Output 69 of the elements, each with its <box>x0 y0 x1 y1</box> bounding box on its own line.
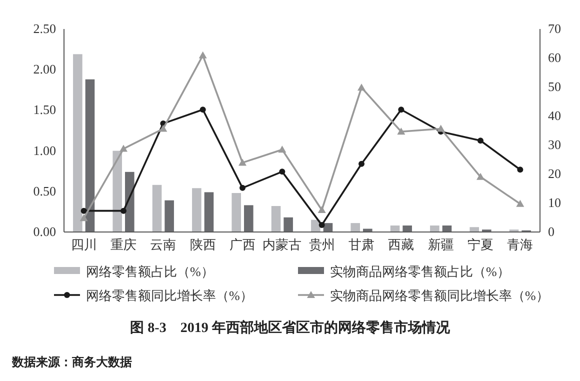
bar <box>85 79 95 232</box>
bar <box>73 54 82 232</box>
y-tick-label: 0.50 <box>33 183 56 198</box>
y2-tick-label: 0 <box>548 224 554 239</box>
point <box>398 106 404 113</box>
point <box>279 168 286 175</box>
bar <box>402 226 412 232</box>
y2-tick-label: 60 <box>548 50 561 65</box>
x-tick-label: 重庆 <box>110 237 136 252</box>
point <box>436 124 445 132</box>
bar <box>284 217 293 232</box>
bar <box>152 184 162 232</box>
bar <box>350 223 360 232</box>
point <box>278 146 286 153</box>
bar <box>125 172 134 232</box>
x-tick-label: 广西 <box>230 237 256 252</box>
bar <box>232 193 241 232</box>
x-tick-label: 四川 <box>70 237 97 252</box>
bar <box>164 200 174 232</box>
x-tick-label: 西藏 <box>388 237 414 252</box>
point <box>397 128 406 135</box>
y-tick-label: 1.50 <box>33 102 56 118</box>
point <box>318 222 325 228</box>
y-tick-label: 1.00 <box>33 142 56 158</box>
legend-label: 实物商品网络零售额占比（%） <box>330 264 510 279</box>
point <box>240 184 246 191</box>
x-tick-label: 甘肃 <box>348 237 374 252</box>
y-tick-label: 0.00 <box>33 224 56 239</box>
y2-tick-label: 20 <box>548 166 561 181</box>
bar <box>244 205 254 232</box>
point <box>200 106 206 113</box>
point <box>159 124 168 132</box>
y2-tick-label: 40 <box>548 108 561 123</box>
legend-label: 网络零售额占比（%） <box>86 264 214 279</box>
x-tick-label: 陕西 <box>190 237 216 252</box>
point <box>198 51 207 58</box>
point <box>80 214 88 222</box>
point <box>478 138 484 144</box>
source-note: 数据来源：商务大数据 <box>11 355 132 369</box>
bar <box>112 150 122 232</box>
y-tick-label: 2.50 <box>33 21 56 36</box>
x-tick-label: 新疆 <box>428 237 454 252</box>
y2-tick-label: 10 <box>548 195 561 210</box>
bar <box>470 227 479 232</box>
y2-tick-label: 50 <box>548 79 561 94</box>
point <box>358 160 364 167</box>
x-tick-label: 内蒙古 <box>262 237 302 252</box>
x-tick-label: 云南 <box>150 237 176 252</box>
legend-label: 网络零售额同比增长率（%） <box>86 288 253 303</box>
point <box>517 166 524 173</box>
point <box>120 208 126 214</box>
y2-tick-label: 30 <box>548 137 561 152</box>
y-tick-label: 2.00 <box>33 62 56 77</box>
point <box>358 84 366 91</box>
x-tick-label: 贵州 <box>308 237 335 252</box>
bar <box>192 188 202 232</box>
x-tick-label: 青海 <box>507 237 534 252</box>
point <box>120 144 128 152</box>
point <box>80 208 87 214</box>
y2-tick-label: 70 <box>548 21 561 36</box>
x-tick-label: 宁夏 <box>468 237 494 252</box>
bar <box>430 226 440 232</box>
point <box>238 158 246 166</box>
point <box>476 172 484 180</box>
point <box>516 200 524 207</box>
text: 图 8-3 2019 年西部地区省区市的网络零售市场情况 <box>130 319 451 336</box>
bar <box>204 192 214 232</box>
bar <box>271 206 281 232</box>
point <box>318 206 326 213</box>
